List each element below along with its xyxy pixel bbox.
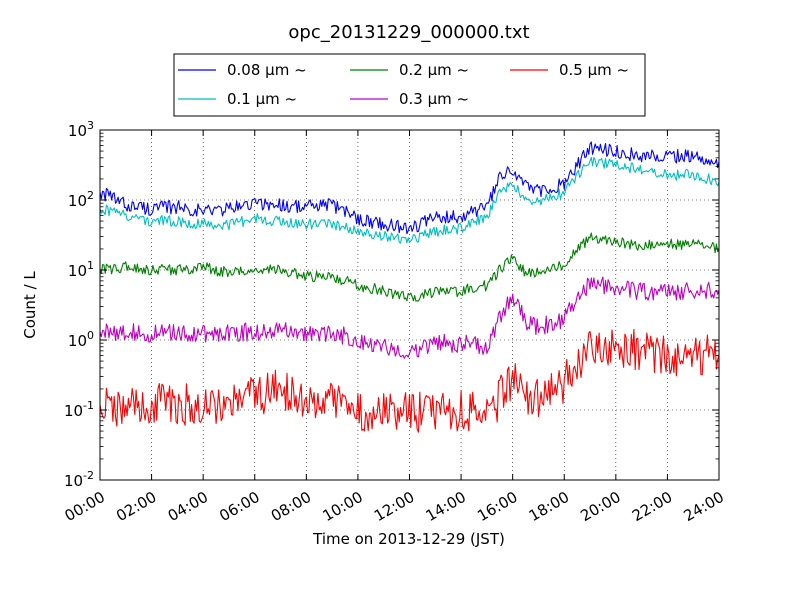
legend-label: 0.2 μm ~ — [399, 61, 469, 79]
y-tick-label: 102 — [68, 189, 94, 210]
y-axis: 10-2 10-1 100 101 102 103 — [64, 119, 719, 490]
series-line — [99, 156, 720, 244]
y-tick-label: 10-2 — [64, 469, 94, 490]
legend: 0.08 μm ~ 0.1 μm ~ 0.2 μm ~ 0.3 μm ~ 0.5 μm … — [173, 53, 646, 117]
y-tick-label: 101 — [68, 259, 94, 280]
y-tick-label: 100 — [68, 329, 94, 350]
x-axis-title: Time on 2013-12-29 (JST) — [312, 530, 505, 548]
series-line — [99, 232, 720, 302]
legend-label: 0.3 μm ~ — [399, 90, 469, 108]
y-tick-label: 103 — [68, 119, 94, 140]
y-axis-title: Count / L — [21, 271, 39, 339]
series-line — [99, 276, 720, 359]
series-line — [99, 141, 720, 235]
y-tick-label: 10-1 — [64, 399, 94, 420]
chart-title: opc_20131229_000000.txt — [288, 22, 529, 43]
legend-box — [173, 53, 646, 117]
series-line — [99, 328, 720, 433]
series-lines — [99, 141, 720, 433]
legend-label: 0.08 μm ~ — [227, 61, 307, 79]
legend-label: 0.1 μm ~ — [227, 90, 297, 108]
legend-label: 0.5 μm ~ — [559, 61, 629, 79]
